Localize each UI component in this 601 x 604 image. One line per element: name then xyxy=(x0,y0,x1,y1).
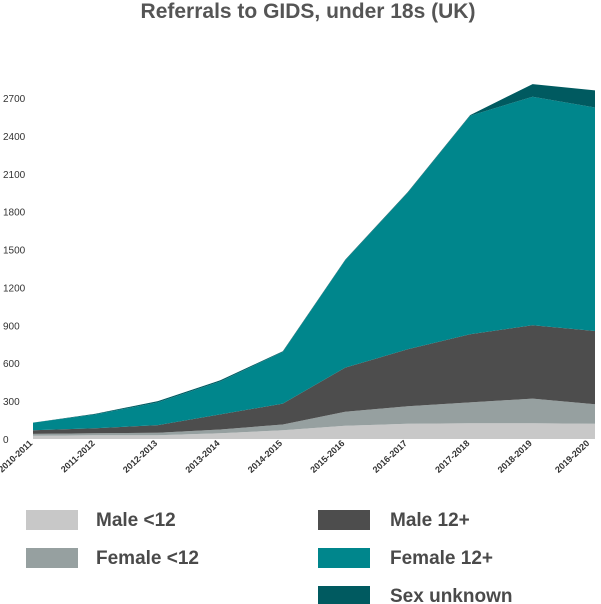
legend-swatch-sex-unknown xyxy=(318,586,370,604)
y-tick-label: 2400 xyxy=(3,132,26,143)
x-tick-label: 2014-2015 xyxy=(246,438,284,475)
y-tick-label: 1500 xyxy=(3,246,26,257)
x-tick-label: 2011-2012 xyxy=(59,438,97,474)
x-tick-label: 2013-2014 xyxy=(183,438,221,475)
x-tick-label: 2012-2013 xyxy=(121,438,159,475)
area-female-12 xyxy=(33,96,595,431)
legend-swatch-female-12 xyxy=(318,548,370,568)
y-tick-label: 2700 xyxy=(3,94,26,105)
legend-label-male-12: Male 12+ xyxy=(390,510,470,531)
y-tick-label: 2100 xyxy=(3,170,26,181)
area-male-12 xyxy=(33,325,595,434)
x-tick-label: 2016-2017 xyxy=(371,438,409,475)
x-tick-label: 2018-2019 xyxy=(496,438,534,475)
y-tick-label: 1200 xyxy=(3,283,26,294)
x-tick-label: 2019-2020 xyxy=(553,438,591,475)
legend-swatch-male-12 xyxy=(26,510,78,530)
chart-title: Referrals to GIDS, under 18s (UK) xyxy=(141,0,476,23)
y-tick-label: 1800 xyxy=(3,208,26,219)
legend-label-male-12: Male <12 xyxy=(96,510,176,531)
legend-label-female-12: Female 12+ xyxy=(390,548,493,569)
legend-swatch-female-12 xyxy=(26,548,78,568)
x-tick-label: 2015-2016 xyxy=(308,438,346,475)
x-axis: 2010-2011 2011-2012 2012-2013 2013-2014 2014… xyxy=(0,438,591,475)
legend-label-sex-unknown: Sex unknown xyxy=(390,586,512,604)
area-male-12 xyxy=(33,423,595,439)
y-tick-label: 900 xyxy=(3,321,20,332)
y-axis: 0 300 600 900 1200 1500 1800 2100 2400 2700 xyxy=(3,94,26,446)
area-female-12 xyxy=(33,398,595,436)
legend: Male <12 Female <12 Male 12+ Female 12+ Sex … xyxy=(26,510,512,604)
legend-swatch-male-12 xyxy=(318,510,370,530)
y-tick-label: 0 xyxy=(3,435,9,446)
y-tick-label: 600 xyxy=(3,359,20,370)
x-tick-label: 2017-2018 xyxy=(433,438,471,475)
stacked-areas xyxy=(33,84,595,439)
y-tick-label: 300 xyxy=(3,397,20,408)
legend-label-female-12: Female <12 xyxy=(96,548,199,569)
